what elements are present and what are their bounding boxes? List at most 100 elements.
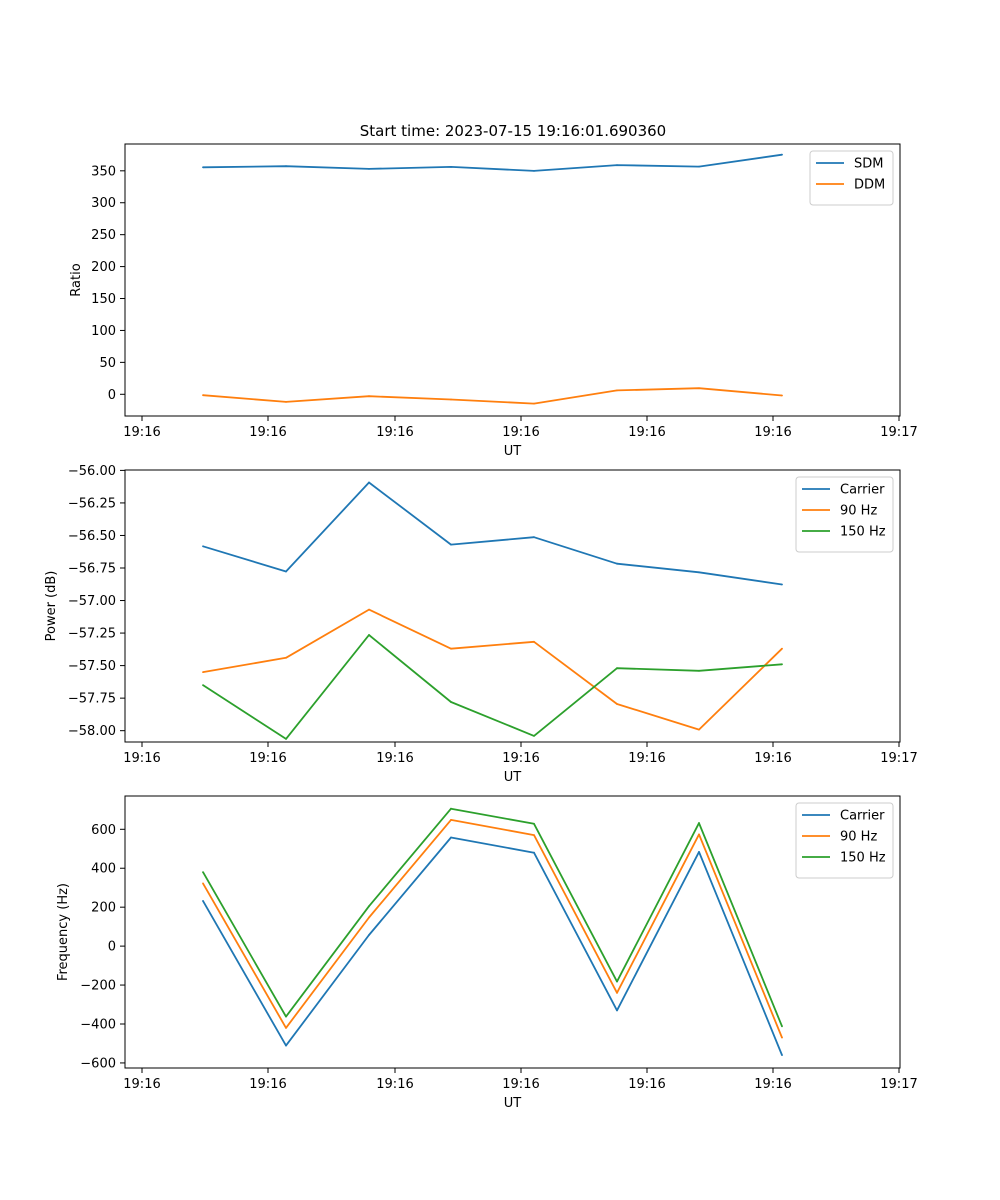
data-point (285, 400, 287, 403)
y-tick-label: −56.00 (68, 464, 116, 479)
data-point (202, 671, 204, 674)
x-tick-label: 19:16 (628, 751, 665, 766)
data-point (533, 536, 535, 539)
data-point (450, 701, 452, 703)
data-point (781, 647, 783, 650)
y-tick-label: 400 (91, 862, 116, 877)
axes-frame (124, 795, 901, 1069)
y-tick-label: −56.75 (68, 561, 116, 576)
series-line-90-hz (202, 819, 783, 1038)
series-line-ddm (202, 387, 783, 405)
x-tick-label: 19:16 (754, 751, 791, 766)
y-tick-label: 350 (91, 164, 116, 179)
y-tick-label: −600 (80, 1056, 116, 1071)
y-tick-label: −57.25 (68, 627, 116, 642)
data-point (202, 684, 204, 687)
y-tick-label: 600 (91, 823, 116, 838)
data-point (616, 164, 618, 167)
legend: Carrier 90 Hz 150 Hz (795, 802, 894, 879)
x-axis-label: UT (504, 444, 522, 459)
data-point (202, 545, 204, 548)
x-tick-label: 19:17 (880, 1077, 917, 1092)
data-point (781, 1025, 783, 1028)
x-tick-label: 19:16 (502, 1077, 539, 1092)
data-point (202, 394, 204, 397)
x-tick-label: 19:16 (376, 425, 413, 440)
data-point (616, 389, 618, 392)
data-point (698, 728, 700, 731)
legend-label: Carrier (840, 809, 885, 824)
data-point (450, 807, 452, 810)
x-tick-label: 19:16 (249, 425, 286, 440)
y-tick-label: −57.75 (68, 692, 116, 707)
data-point (450, 836, 452, 839)
legend-label: 150 Hz (840, 525, 886, 540)
data-point (616, 991, 618, 994)
y-tick-label: −400 (80, 1017, 116, 1032)
series-line-sdm (202, 153, 783, 172)
y-tick-label: −56.50 (68, 529, 116, 544)
data-point (698, 822, 700, 824)
x-tick-label: 19:16 (628, 1077, 665, 1092)
data-point (781, 1036, 783, 1039)
y-tick-label: 250 (91, 228, 116, 243)
x-tick-label: 19:16 (628, 425, 665, 440)
data-point (781, 1054, 783, 1057)
y-axis-label: Ratio (69, 263, 84, 296)
data-point (698, 387, 700, 390)
y-tick-label: −57.00 (68, 594, 116, 609)
data-point (285, 1044, 287, 1047)
chart-panels: 19:16 19:16 19:16 19:16 19:16 19:16 19:17 UT 0 50… (44, 143, 918, 1111)
y-axis-label: Power (dB) (44, 571, 59, 642)
series-line-carrier (202, 481, 783, 586)
axes-frame (124, 469, 901, 743)
legend-box (809, 150, 894, 206)
y-tick-label: 50 (99, 356, 116, 371)
y-tick-label: 200 (91, 901, 116, 916)
data-point (450, 166, 452, 168)
data-point (450, 819, 452, 821)
x-tick-label: 19:16 (249, 1077, 286, 1092)
y-axis-label: Frequency (Hz) (56, 883, 71, 981)
data-point (781, 663, 783, 666)
x-tick-label: 19:16 (123, 1077, 160, 1092)
data-point (698, 833, 700, 836)
y-tick-label: 0 (108, 388, 116, 403)
data-point (368, 905, 370, 908)
x-tick-label: 19:16 (502, 425, 539, 440)
chart-panel-2: 19:16 19:16 19:16 19:16 19:16 19:16 19:17 UT −56… (44, 464, 918, 785)
x-tick-label: 19:16 (502, 751, 539, 766)
legend: Carrier 90 Hz 150 Hz (795, 476, 894, 553)
legend-label: SDM (854, 157, 883, 172)
chart-panel-1: 19:16 19:16 19:16 19:16 19:16 19:16 19:17 UT 0 50… (69, 143, 918, 459)
data-point (285, 656, 287, 659)
data-point (698, 571, 700, 574)
legend-box (795, 476, 894, 553)
data-point (616, 1009, 618, 1012)
data-point (285, 165, 287, 168)
data-point (616, 667, 618, 670)
legend-box (795, 802, 894, 879)
series-line-carrier (202, 836, 783, 1056)
x-tick-label: 19:16 (249, 751, 286, 766)
y-tick-label: 200 (91, 260, 116, 275)
legend-label: 150 Hz (840, 851, 886, 866)
data-point (616, 980, 618, 983)
data-point (533, 169, 535, 172)
x-axis-label: UT (504, 770, 522, 785)
y-tick-label: −200 (80, 979, 116, 994)
data-point (533, 822, 535, 825)
data-point (368, 395, 370, 398)
data-point (781, 583, 783, 586)
series-line-150-hz (202, 634, 783, 740)
data-point (368, 934, 370, 936)
data-point (781, 394, 783, 397)
data-point (285, 737, 287, 740)
data-point (698, 165, 700, 168)
x-tick-label: 19:16 (376, 751, 413, 766)
legend-label: 90 Hz (840, 504, 877, 519)
data-point (202, 882, 204, 885)
x-tick-label: 19:16 (754, 425, 791, 440)
y-tick-label: −58.00 (68, 724, 116, 739)
